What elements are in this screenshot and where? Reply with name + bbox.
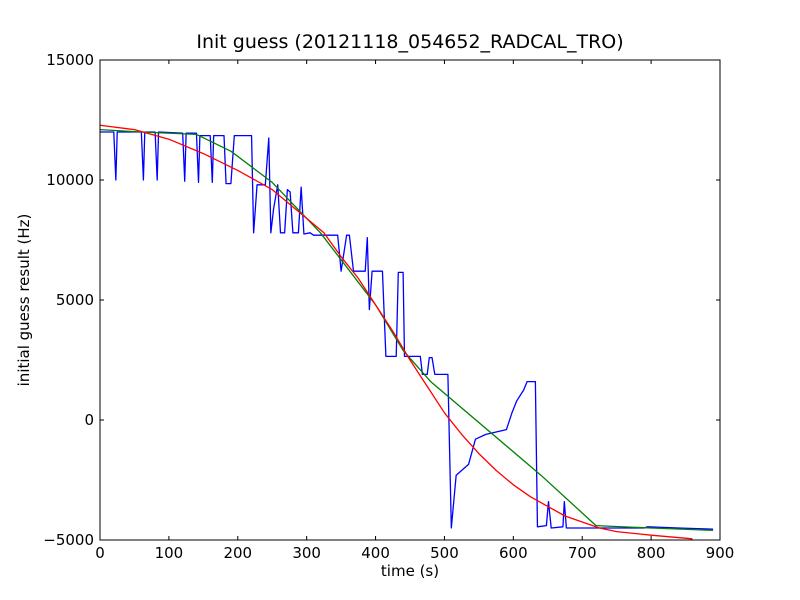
y-axis-label: initial guess result (Hz) xyxy=(15,214,33,387)
x-tick-label: 0 xyxy=(95,544,105,562)
y-tick-label: 0 xyxy=(84,411,94,429)
x-tick-label: 100 xyxy=(155,544,184,562)
x-tick-label: 800 xyxy=(637,544,666,562)
x-tick-label: 400 xyxy=(361,544,390,562)
x-tick-label: 500 xyxy=(430,544,459,562)
x-tick-label: 200 xyxy=(223,544,252,562)
series-layer xyxy=(99,124,714,540)
x-tick-label: 300 xyxy=(292,544,321,562)
y-tick-label: 15000 xyxy=(46,51,94,69)
y-tick-label: 10000 xyxy=(46,171,94,189)
x-tick-label: 700 xyxy=(568,544,597,562)
chart-title: Init guess (20121118_054652_RADCAL_TRO) xyxy=(196,31,623,53)
x-tick-label: 600 xyxy=(499,544,528,562)
x-tick-label: 900 xyxy=(706,544,735,562)
y-tick-label: 5000 xyxy=(56,291,94,309)
y-tick-label: −5000 xyxy=(43,531,94,549)
series-line-3 xyxy=(99,124,693,540)
ticks-layer: 0 100 200 300 400 500 600 700 800 900−50000500010… xyxy=(43,51,734,562)
series-line-1 xyxy=(100,131,714,530)
x-axis-label: time (s) xyxy=(381,562,439,580)
